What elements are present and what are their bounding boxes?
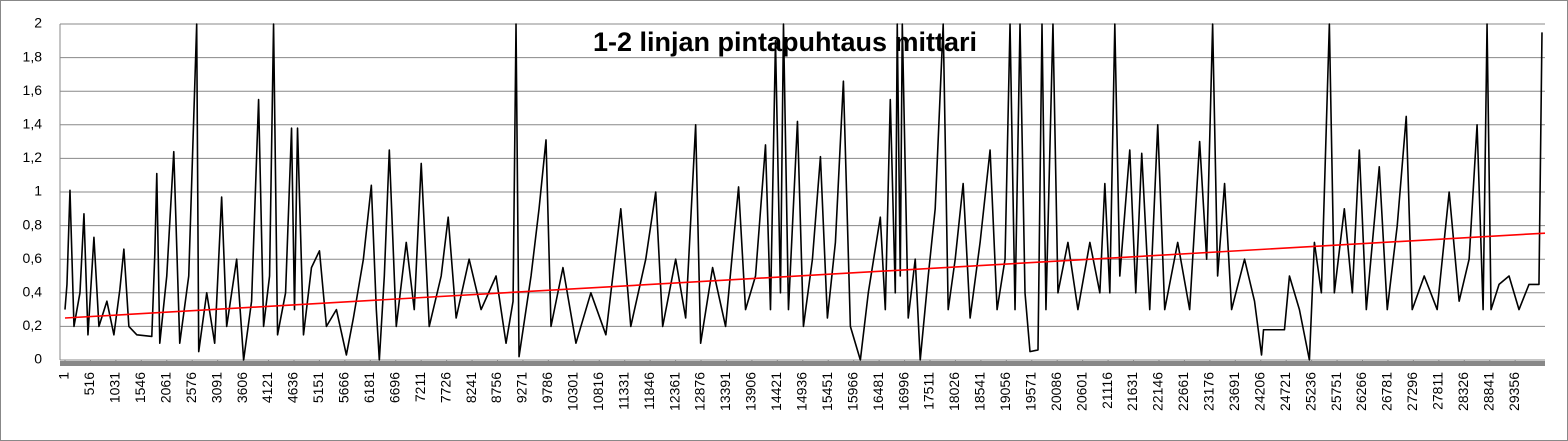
y-tick-label: 0,2 [23, 317, 43, 333]
x-tick-label: 6181 [361, 372, 377, 403]
x-tick-label: 13391 [717, 372, 733, 411]
x-tick-label: 2061 [157, 372, 173, 403]
y-tick-label: 0,8 [23, 216, 43, 232]
y-tick-label: 1 [34, 183, 42, 199]
x-tick-label: 3091 [208, 372, 224, 403]
x-tick-label: 27296 [1404, 372, 1420, 411]
x-tick-label: 8756 [488, 372, 504, 403]
x-tick-label: 1 [56, 372, 72, 380]
x-tick-label: 15451 [819, 372, 835, 411]
x-tick-label: 24206 [1251, 372, 1267, 411]
line [64, 232, 1546, 319]
y-tick-label: 2 [34, 15, 42, 31]
x-tick-label: 28326 [1455, 372, 1471, 411]
x-tick-label: 28841 [1480, 372, 1496, 411]
x-tick-label: 3606 [234, 372, 250, 403]
x-tick-label: 22661 [1175, 372, 1191, 411]
x-tick-label: 18026 [946, 372, 962, 411]
y-tick-label: 0,4 [23, 284, 43, 300]
x-tick-label: 11846 [641, 372, 657, 410]
tick-labels: 0 0,2 0,4 0,6 0,8 1 1,2 1,4 1,6 1,8 2 1 516 1031 1546 2… [23, 15, 1522, 411]
x-tick-label: 19571 [1022, 372, 1038, 411]
x-tick-label: 5666 [336, 372, 352, 403]
x-tick-label: 13906 [743, 372, 759, 411]
y-tick-label: 1,6 [23, 82, 43, 98]
x-tick-label: 26266 [1353, 372, 1369, 411]
x-tick-label: 15966 [844, 372, 860, 411]
y-tick-label: 0,6 [23, 250, 43, 266]
x-tick-label: 12361 [666, 372, 682, 411]
x-tick-label: 20601 [1073, 372, 1089, 411]
x-tick-label: 21631 [1124, 372, 1140, 411]
x-tick-label: 19056 [997, 372, 1013, 411]
x-tick-label: 25236 [1302, 372, 1318, 411]
y-tick-label: 1,2 [23, 149, 43, 165]
x-tick-label: 17511 [921, 372, 937, 410]
x-tick-label: 9271 [514, 372, 530, 403]
x-tick-label: 7211 [412, 372, 428, 402]
x-tick-label: 26781 [1379, 372, 1395, 411]
x-tick-label: 2576 [183, 372, 199, 403]
y-tick-label: 0 [34, 351, 42, 367]
grid [59, 23, 1545, 366]
x-tick-label: 20086 [1048, 372, 1064, 411]
x-tick-label: 1031 [107, 372, 123, 403]
x-tick-label: 25751 [1328, 372, 1344, 411]
x-tick-label: 7726 [437, 372, 453, 403]
x-tick-label: 5151 [310, 372, 326, 403]
x-tick-label: 14421 [768, 372, 784, 411]
x-tick-label: 12876 [692, 372, 708, 411]
line [64, 23, 1543, 361]
chart-title: 1-2 linjan pintapuhtaus mittari [593, 27, 977, 57]
x-tick-label: 10816 [590, 372, 606, 411]
x-tick-label: 23176 [1201, 372, 1217, 411]
x-tick-label: 14936 [793, 372, 809, 411]
x-tick-label: 11331 [615, 372, 631, 410]
x-tick-label: 4636 [285, 372, 301, 403]
x-tick-label: 4121 [259, 372, 275, 403]
x-tick-label: 9786 [539, 372, 555, 403]
y-tick-label: 1,8 [23, 48, 43, 64]
x-tick-label: 24721 [1277, 372, 1293, 411]
x-tick-label: 21116 [1099, 372, 1115, 409]
x-tick-label: 6696 [386, 372, 402, 403]
x-tick-label: 16481 [870, 372, 886, 411]
plot [64, 23, 1546, 361]
x-tick-label: 516 [81, 372, 97, 396]
x-tick-label: 22146 [1150, 372, 1166, 411]
x-tick-label: 23691 [1226, 372, 1242, 411]
x-tick-label: 29356 [1506, 372, 1522, 411]
x-tick-label: 10301 [565, 372, 581, 411]
x-tick-label: 27811 [1430, 372, 1446, 410]
x-tick-label: 18541 [972, 372, 988, 411]
x-tick-label: 8241 [463, 372, 479, 403]
y-tick-label: 1,4 [23, 116, 43, 132]
x-tick-label: 16996 [895, 372, 911, 411]
x-tick-label: 1546 [132, 372, 148, 403]
